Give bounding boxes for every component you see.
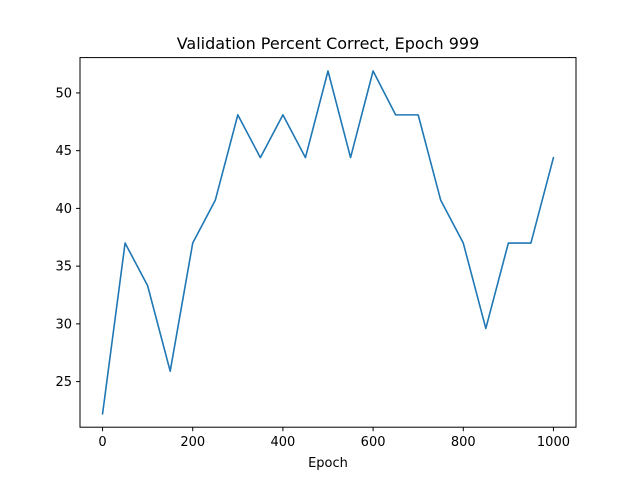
axes-frame — [79, 57, 577, 428]
y-tick-label: 50 — [55, 86, 72, 101]
series-line — [101, 70, 555, 415]
x-tick-label: 0 — [98, 435, 106, 450]
x-tick-label: 400 — [270, 435, 295, 450]
y-tick-label: 45 — [55, 144, 72, 159]
y-tick-label: 25 — [55, 375, 72, 390]
chart-title: Validation Percent Correct, Epoch 999 — [177, 34, 480, 53]
x-tick-label: 600 — [361, 435, 386, 450]
x-axis: 0 200 400 600 800 1000 — [98, 427, 570, 450]
x-tick-label: 800 — [451, 435, 476, 450]
plot-area — [101, 70, 555, 415]
x-tick-label: 200 — [180, 435, 205, 450]
y-axis: 25 30 35 40 45 50 — [55, 86, 80, 390]
y-tick-label: 35 — [55, 260, 72, 275]
x-tick-label: 1000 — [537, 435, 570, 450]
y-tick-label: 30 — [55, 317, 72, 332]
y-tick-label: 40 — [55, 202, 72, 217]
x-axis-label: Epoch — [308, 456, 348, 471]
